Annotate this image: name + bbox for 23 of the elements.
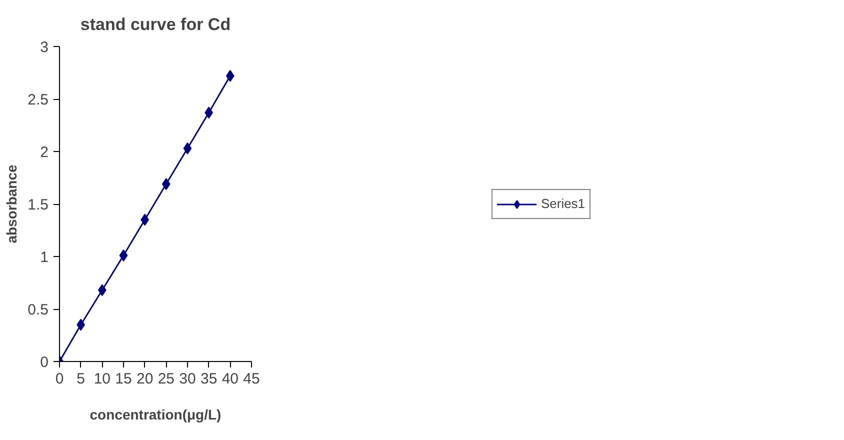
x-tick-label: 35 [200, 370, 218, 388]
y-tick-label: 1 [40, 249, 48, 266]
y-tick-label: 1.5 [28, 196, 49, 214]
x-tick-label: 40 [222, 370, 239, 388]
y-tick-label: 0 [40, 354, 48, 371]
x-tick-label: 0 [55, 370, 64, 388]
y-tick-label: 2 [40, 144, 48, 161]
y-tick-label: 0.5 [28, 302, 49, 318]
x-tick-label: 10 [94, 370, 111, 388]
y-tick-label: 2.5 [28, 92, 49, 108]
chart-title: stand curve for Cd [80, 15, 231, 34]
y-tick-label: 3 [40, 39, 48, 56]
x-tick-label: 45 [243, 370, 260, 388]
x-tick-label: 5 [76, 370, 86, 388]
x-tick-label: 25 [158, 370, 175, 388]
x-axis-title: concentration(μg/L) [90, 406, 222, 422]
x-tick-label: 15 [115, 370, 132, 388]
point [119, 249, 128, 262]
y-axis-title: absorbance [4, 164, 20, 244]
x-tick-label: 30 [179, 370, 196, 388]
x-tick-label: 20 [136, 370, 154, 388]
legend-label: Series1 [540, 196, 586, 211]
point [183, 142, 192, 154]
